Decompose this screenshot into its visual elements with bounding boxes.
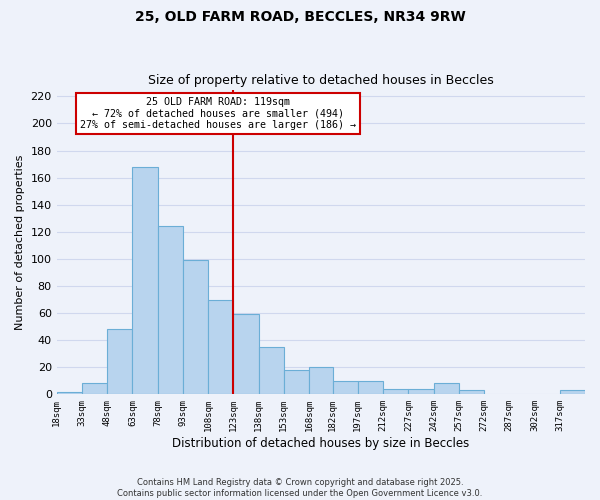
Bar (233, 314, 259, 394)
Title: Size of property relative to detached houses in Beccles: Size of property relative to detached ho… (148, 74, 494, 87)
Bar (284, 370, 309, 394)
Bar (409, 389, 434, 394)
Text: 25 OLD FARM ROAD: 119sqm
← 72% of detached houses are smaller (494)
27% of semi-: 25 OLD FARM ROAD: 119sqm ← 72% of detach… (80, 97, 356, 130)
X-axis label: Distribution of detached houses by size in Beccles: Distribution of detached houses by size … (172, 437, 469, 450)
Bar (56, 392, 82, 394)
Bar (332, 381, 358, 394)
Bar (208, 300, 233, 394)
Bar (434, 384, 459, 394)
Bar (383, 389, 409, 394)
Bar (259, 347, 284, 395)
Y-axis label: Number of detached properties: Number of detached properties (15, 154, 25, 330)
Bar (158, 226, 183, 394)
Bar (133, 167, 158, 394)
Bar (560, 390, 585, 394)
Text: Contains HM Land Registry data © Crown copyright and database right 2025.
Contai: Contains HM Land Registry data © Crown c… (118, 478, 482, 498)
Bar (309, 367, 332, 394)
Text: 25, OLD FARM ROAD, BECCLES, NR34 9RW: 25, OLD FARM ROAD, BECCLES, NR34 9RW (134, 10, 466, 24)
Bar (183, 260, 208, 394)
Bar (459, 390, 484, 394)
Bar (358, 381, 383, 394)
Bar (107, 330, 133, 394)
Bar (82, 384, 107, 394)
